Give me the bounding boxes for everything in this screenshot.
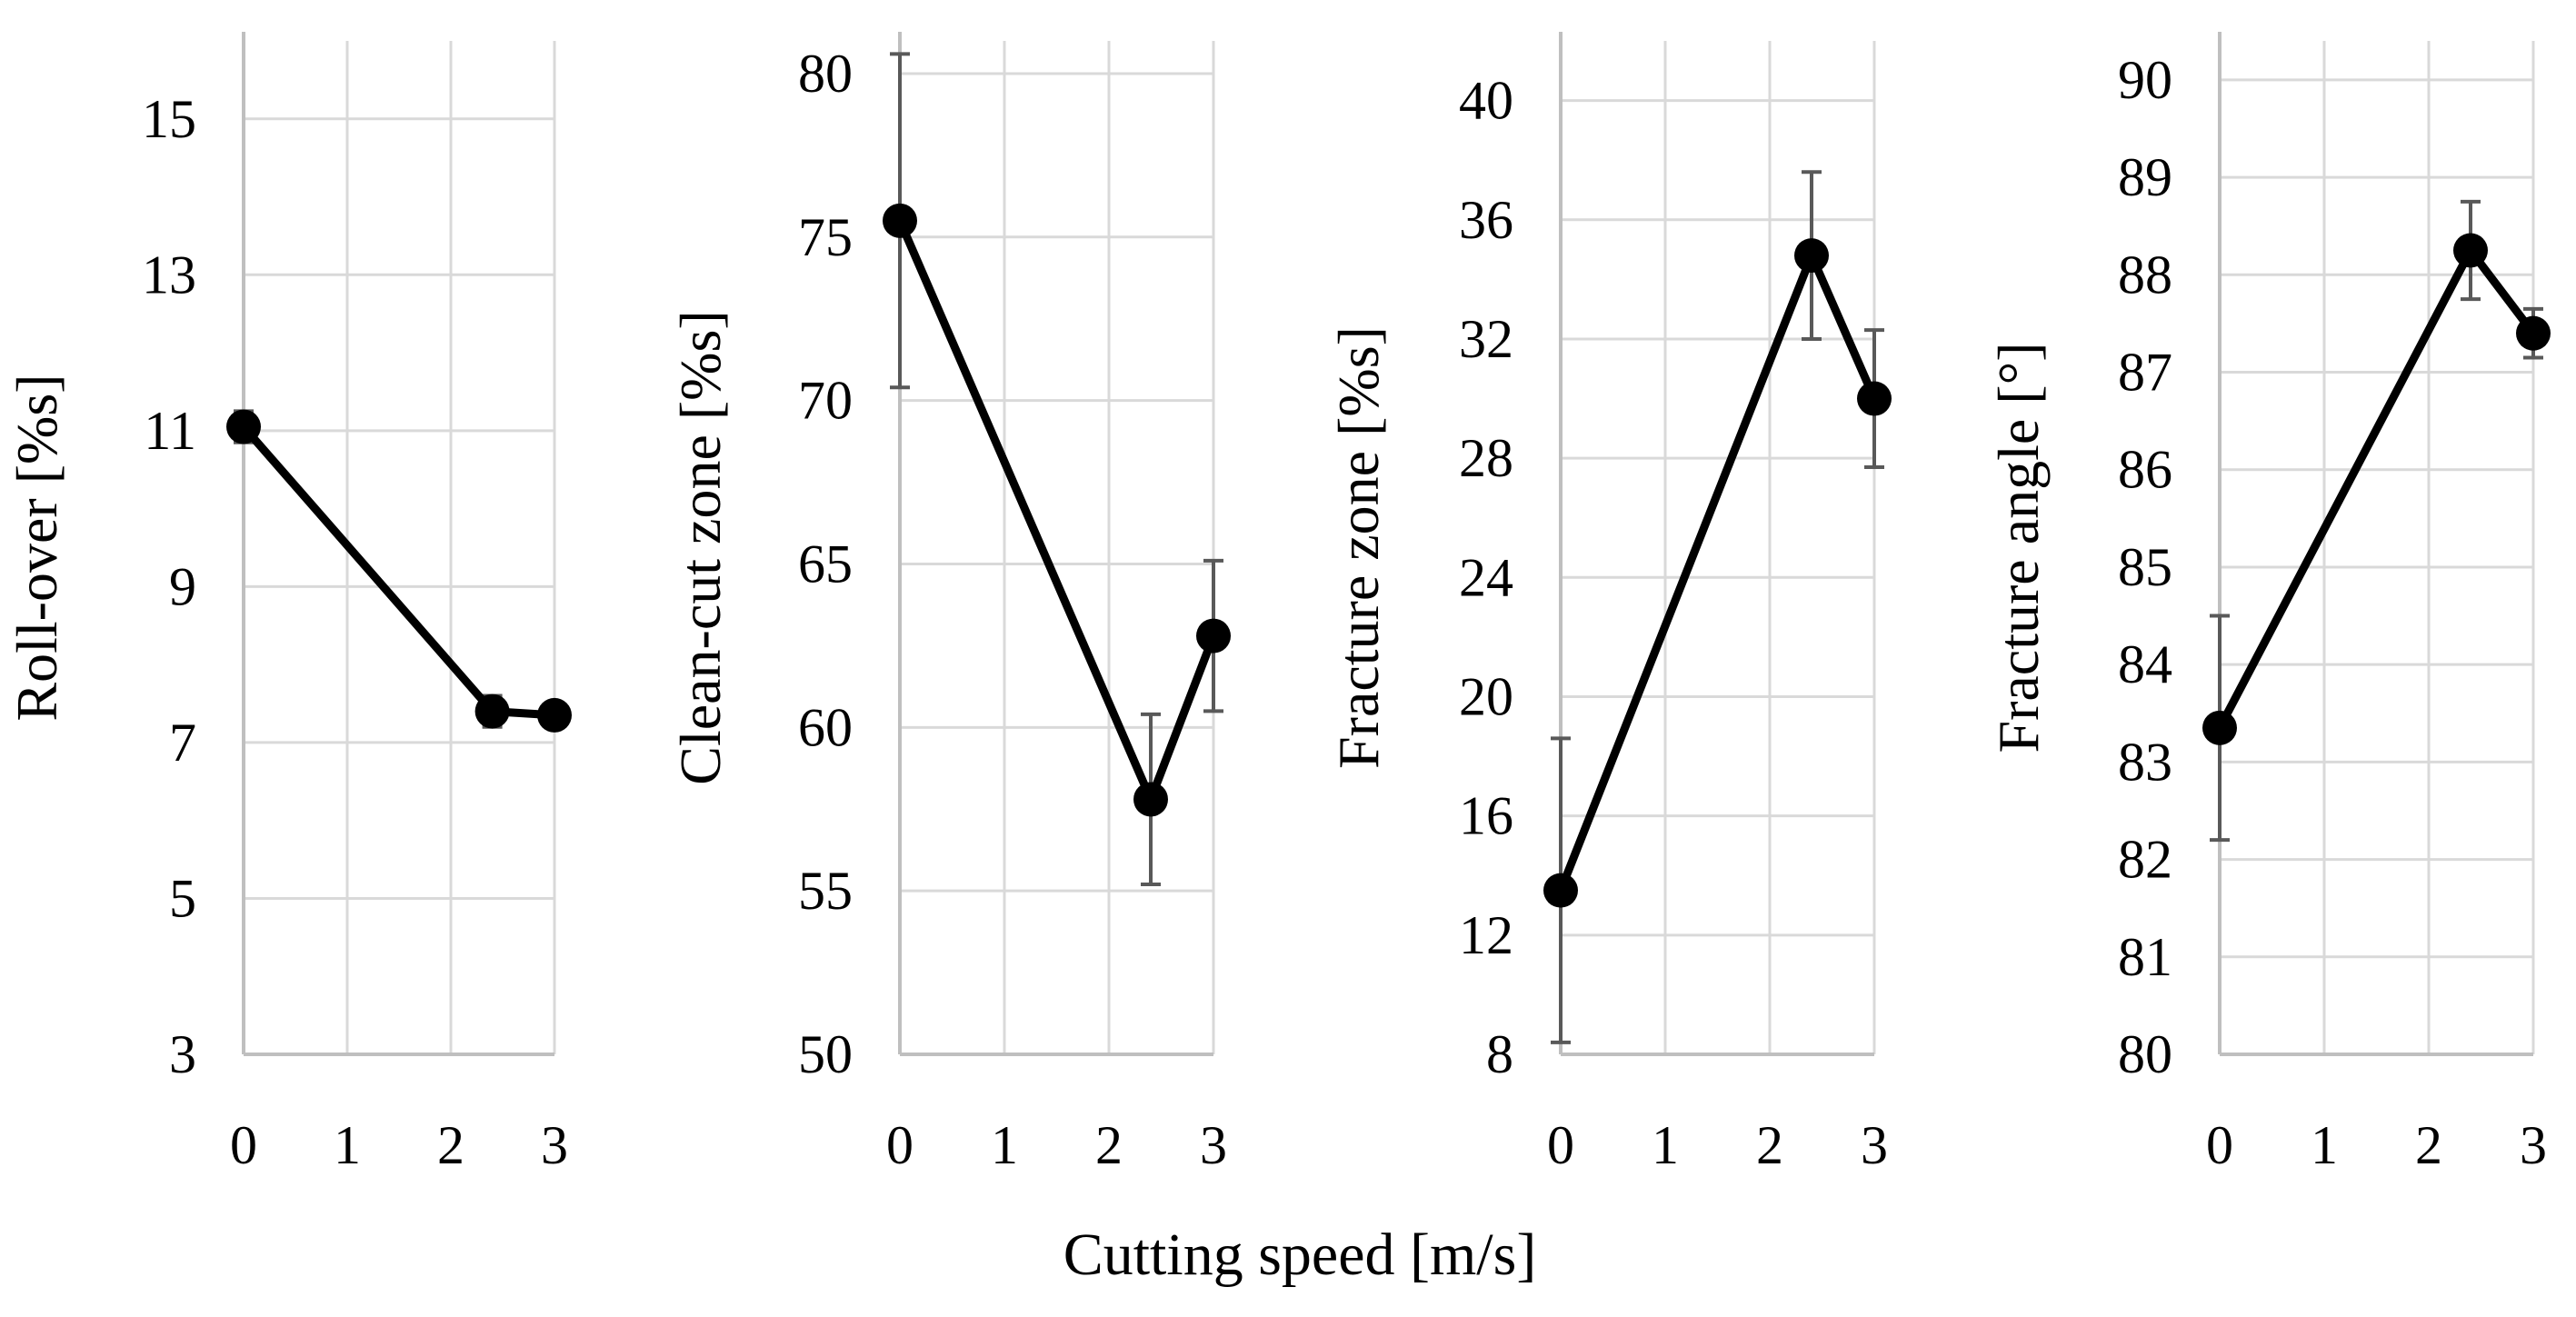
y-tick-label: 89 [2118,147,2172,207]
y-axis-title-roll-over: Roll-over [%s] [5,374,69,721]
data-point [1133,782,1168,817]
y-tick-label: 11 [144,401,196,461]
y-tick-label: 50 [798,1024,853,1084]
x-tick-label: 2 [2415,1115,2442,1175]
data-point [1543,873,1578,908]
x-tick-label: 3 [1861,1115,1888,1175]
x-tick-label: 3 [2520,1115,2547,1175]
y-tick-label: 28 [1459,428,1513,488]
series-line [895,219,1218,803]
y-tick-label: 3 [169,1024,196,1084]
series-line [240,424,555,720]
y-tick-label: 8 [1486,1024,1513,1084]
y-tick-label: 40 [1459,71,1513,131]
y-tick-label: 83 [2118,732,2172,792]
data-point [226,409,261,444]
y-tick-label: 65 [798,534,853,594]
series-line [1556,251,1879,893]
x-tick-label: 1 [334,1115,361,1175]
y-tick-label: 90 [2118,50,2172,110]
data-point [1794,238,1829,274]
y-tick-label: 5 [169,868,196,928]
x-tick-label: 3 [1200,1115,1227,1175]
y-tick-label: 70 [798,371,853,431]
data-point [1857,381,1892,416]
data-point [2516,315,2551,351]
y-tick-label: 84 [2118,634,2172,694]
y-axis-title-clean-cut-zone: Clean-cut zone [%s] [668,310,733,784]
x-tick-label: 2 [1756,1115,1783,1175]
y-tick-label: 55 [798,861,853,921]
y-tick-label: 88 [2118,244,2172,304]
y-tick-label: 60 [798,697,853,757]
x-tick-label: 3 [541,1115,568,1175]
y-tick-label: 7 [169,713,196,773]
x-tick-label: 0 [886,1115,914,1175]
y-tick-label: 9 [169,556,196,616]
y-tick-label: 80 [2118,1024,2172,1084]
panel-clean-cut-zone: 50 55 60 65 70 75 80 0 1 2 3 Clean-cut zone [%s] [668,32,1231,1175]
panel-roll-over: 3 5 7 9 11 13 15 0 1 2 3 Roll-over [%s] [5,32,572,1175]
x-tick-label: 1 [1652,1115,1679,1175]
y-tick-label: 81 [2118,927,2172,987]
y-tick-label: 86 [2118,440,2172,500]
data-point [537,697,572,733]
y-tick-label: 85 [2118,537,2172,597]
y-tick-label: 24 [1459,547,1513,607]
x-tick-label: 0 [230,1115,257,1175]
y-tick-label: 15 [142,89,196,149]
panel-fracture-angle: 80 81 82 83 84 85 86 87 88 89 90 0 1 2 3 Fracture angle… [1986,32,2551,1175]
y-tick-label: 32 [1459,309,1513,369]
y-tick-label: 87 [2118,343,2172,403]
x-tick-label: 0 [2206,1115,2233,1175]
y-tick-label: 16 [1459,786,1513,846]
x-tick-label: 0 [1547,1115,1574,1175]
data-point [474,693,510,729]
data-point [2453,233,2488,268]
x-tick-label: 1 [991,1115,1018,1175]
series-line [2216,246,2537,730]
data-point [2202,710,2237,745]
y-tick-label: 75 [798,207,853,267]
x-tick-label: 2 [437,1115,464,1175]
y-tick-label: 82 [2118,830,2172,890]
y-tick-label: 13 [142,244,196,304]
x-tick-label: 1 [2311,1115,2338,1175]
x-tick-label: 2 [1095,1115,1123,1175]
y-axis-title-fracture-angle: Fracture angle [°] [1986,342,2051,753]
y-tick-label: 80 [798,44,853,104]
y-tick-label: 20 [1459,666,1513,726]
y-tick-label: 12 [1459,905,1513,965]
data-point [1196,618,1231,654]
y-tick-label: 36 [1459,190,1513,250]
y-axis-title-fracture-zone: Fracture zone [%s] [1326,326,1391,769]
shared-x-axis-title: Cutting speed [m/s] [1063,1222,1537,1288]
data-point [883,203,917,238]
